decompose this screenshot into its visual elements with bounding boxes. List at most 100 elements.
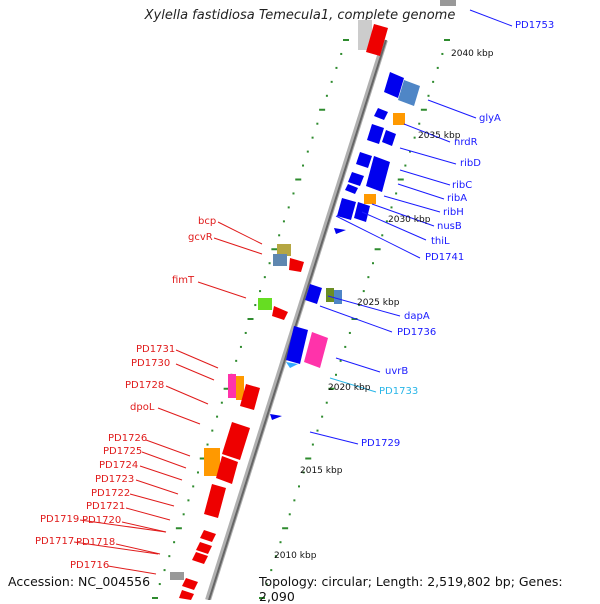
gene-label-pd1721[interactable]: PD1721 [86,501,126,512]
gene-label-riba[interactable]: ribA [447,193,468,204]
ruler-tick [330,80,333,83]
gene-label-ribh[interactable]: ribH [443,207,464,218]
accession-text: Accession: NC_004556 [8,574,151,589]
gene-label-thil[interactable]: thiL [431,236,450,247]
gene-feature [192,552,208,564]
gene-label-pd1726[interactable]: PD1726 [108,433,148,444]
gene-label-glya[interactable]: glyA [479,113,501,124]
ruler-tick [199,457,206,460]
ruler-tick [302,164,305,167]
gene-label-uvrb[interactable]: uvrB [385,366,409,377]
gene-feature [440,0,456,6]
ruler-tick [432,80,435,83]
ruler-tick [247,318,254,320]
ruler-tick [362,290,365,293]
ruler-tick [292,192,295,195]
gene-label-pd1741[interactable]: PD1741 [425,252,465,263]
gene-feature [334,290,342,304]
gene-feature [182,578,198,590]
ruler-tick [348,331,351,334]
ruler-tick [316,122,319,125]
gene-feature [366,24,388,56]
ruler-tick [211,429,214,432]
ruler-tick [282,220,285,223]
gene-label-pd1728[interactable]: PD1728 [125,380,165,391]
gene-label-pd1716[interactable]: PD1716 [70,560,110,571]
ruler-tick [328,387,335,390]
ruler-tick [206,443,209,446]
ruler-tick [413,136,416,139]
ruler-tick [441,52,444,55]
gene-feature [179,590,194,600]
ruler-tick [311,136,314,139]
ruler-tick [168,555,171,558]
ruler-tick [268,262,271,265]
gene-feature [398,80,420,106]
gene-label-ribd[interactable]: ribD [460,158,481,169]
ruler-tick [306,150,309,153]
gene-label-pd1729[interactable]: PD1729 [361,438,401,449]
gene-feature [228,374,236,398]
ruler-tick [374,248,381,251]
gene-feature [240,384,260,410]
gene-label-bcp[interactable]: bcp [198,216,217,227]
ruler-tick [298,485,300,488]
ruler-tick [235,359,238,362]
gene-label-pd1723[interactable]: PD1723 [95,474,135,485]
ruler-tick [274,555,277,558]
ruler-tick [287,206,290,209]
gene-label-fimt[interactable]: fimT [172,275,195,286]
ruler-tick [340,52,343,55]
gene-feature [304,332,328,368]
gene-label-pd1731[interactable]: PD1731 [136,344,176,355]
scale-label: 2040 kbp [451,49,494,59]
gene-label-dapa[interactable]: dapA [404,311,430,322]
gene-feature [289,258,304,272]
gene-label-ribc[interactable]: ribC [452,180,473,191]
gene-label-pd1736[interactable]: PD1736 [397,327,437,338]
gene-feature [277,244,291,256]
gene-feature [326,288,334,302]
forward-genes [270,0,456,420]
ruler-tick [397,178,404,181]
gene-label-nusb[interactable]: nusB [437,221,462,232]
ruler-tick [305,457,312,460]
ruler-tick [223,387,230,390]
ruler-tick [344,345,347,348]
gene-label-nrdr[interactable]: nrdR [454,137,478,148]
gene-label-pd1718[interactable]: PD1718 [76,537,116,548]
gene-label-pd1753[interactable]: PD1753 [515,20,555,31]
ruler-tick [321,415,324,418]
gene-feature [337,198,356,220]
ruler-tick [278,234,281,237]
ruler-tick [339,359,342,362]
gene-feature [374,108,388,120]
gene-label-pd1733[interactable]: PD1733 [379,386,419,397]
ruler-tick [409,150,411,153]
gene-label-pd1724[interactable]: PD1724 [99,460,139,471]
ruler-tick [271,248,278,251]
gene-label-gcvr[interactable]: gcvR [188,232,213,243]
ruler-tick [420,108,427,111]
gene-label-pd1722[interactable]: PD1722 [91,488,131,499]
ruler-tick [404,164,407,167]
gene-feature [216,456,238,484]
gene-label-pd1717[interactable]: PD1717 [35,536,75,547]
ruler-tick [381,234,384,237]
scale-label: 2035 kbp [418,131,461,141]
ruler-tick [239,345,242,348]
gene-label-pd1719[interactable]: PD1719 [40,514,80,525]
scale-label: 2010 kbp [274,551,317,561]
ruler-tick [282,527,289,530]
gene-label-pd1725[interactable]: PD1725 [103,446,143,457]
ruler-tick [163,569,166,572]
ruler-tick [395,192,398,195]
gene-label-pd1720[interactable]: PD1720 [82,515,122,526]
gene-feature [356,152,372,168]
ruler-tick [254,304,257,307]
ruler-tick [335,66,338,69]
gene-label-dpol[interactable]: dpoL [130,402,155,413]
ruler-tick [319,108,326,111]
gene-label-pd1730[interactable]: PD1730 [131,358,171,369]
